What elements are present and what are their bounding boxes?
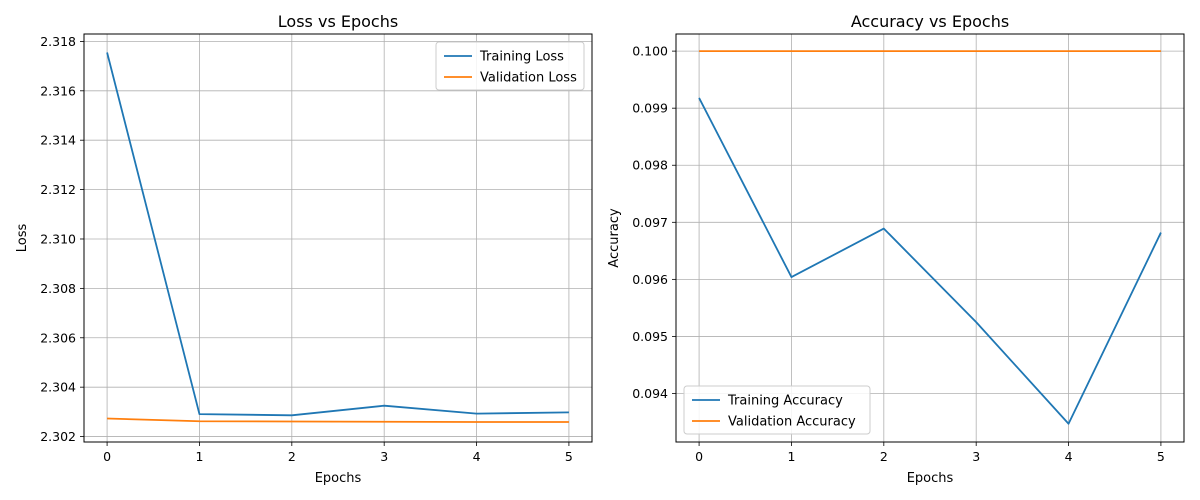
- x-tick-label: 2: [288, 449, 296, 464]
- y-tick-label: 2.308: [40, 281, 76, 296]
- axes-frame: [675, 33, 1185, 443]
- x-tick-label: 1: [787, 449, 795, 464]
- y-tick-label: 2.314: [40, 133, 76, 148]
- legend: Training Loss Validation Loss: [435, 41, 585, 91]
- y-tick-label: 2.316: [40, 83, 76, 98]
- y-tick-label: 0.098: [632, 158, 668, 173]
- y-tick-label: 2.302: [40, 429, 76, 444]
- legend-box: [683, 385, 871, 435]
- y-axis-label: Loss: [15, 224, 30, 253]
- chart-title: Accuracy vs Epochs: [851, 12, 1009, 31]
- series-line-training-loss: [106, 52, 569, 417]
- x-tick-label: 0: [695, 449, 703, 464]
- legend-box: [435, 41, 585, 91]
- x-tick-label: 1: [195, 449, 203, 464]
- legend: Training Accuracy Validation Accuracy: [683, 385, 871, 435]
- x-axis-label: Epochs: [315, 471, 362, 486]
- chart-title: Loss vs Epochs: [278, 12, 398, 31]
- y-tick-label: 0.094: [632, 386, 668, 401]
- series-line-training-accuracy: [698, 97, 1162, 425]
- chart-2: 0 1 2 3 4 5 0.094 0.095 0.096 0.097 0.098 0.099 0.10…: [607, 12, 1185, 486]
- legend-entry: Training Loss: [479, 50, 564, 65]
- x-tick-label: 5: [1157, 449, 1165, 464]
- y-tick-label: 2.312: [40, 182, 76, 197]
- y-tick-label: 0.097: [632, 215, 668, 230]
- y-tick-label: 0.099: [632, 101, 668, 116]
- legend-entry: Training Accuracy: [727, 394, 843, 409]
- series-line-validation-loss: [107, 417, 569, 423]
- x-tick-label: 0: [103, 449, 111, 464]
- x-axis-label: Epochs: [907, 471, 954, 486]
- y-tick-label: 2.310: [40, 231, 76, 246]
- legend-entry: Validation Loss: [480, 71, 577, 86]
- x-tick-label: 4: [1065, 449, 1073, 464]
- chart-1: 0 1 2 3 4 5 2.302 2.304 2.306 2.308 2.310 2.312 2.31…: [15, 12, 593, 486]
- y-tick-label: 0.095: [632, 329, 668, 344]
- x-tick-label: 3: [380, 449, 388, 464]
- y-axis-label: Accuracy: [607, 208, 622, 268]
- x-tick-label: 2: [880, 449, 888, 464]
- x-tick-label: 3: [972, 449, 980, 464]
- y-tick-label: 2.306: [40, 330, 76, 345]
- axes-frame: [83, 33, 593, 443]
- y-tick-label: 2.304: [40, 380, 76, 395]
- x-tick-label: 5: [565, 449, 573, 464]
- y-tick-label: 0.096: [632, 272, 668, 287]
- y-tick-label: 0.100: [632, 44, 668, 59]
- x-tick-label: 4: [473, 449, 481, 464]
- y-tick-label: 2.318: [40, 34, 76, 49]
- legend-entry: Validation Accuracy: [728, 415, 856, 430]
